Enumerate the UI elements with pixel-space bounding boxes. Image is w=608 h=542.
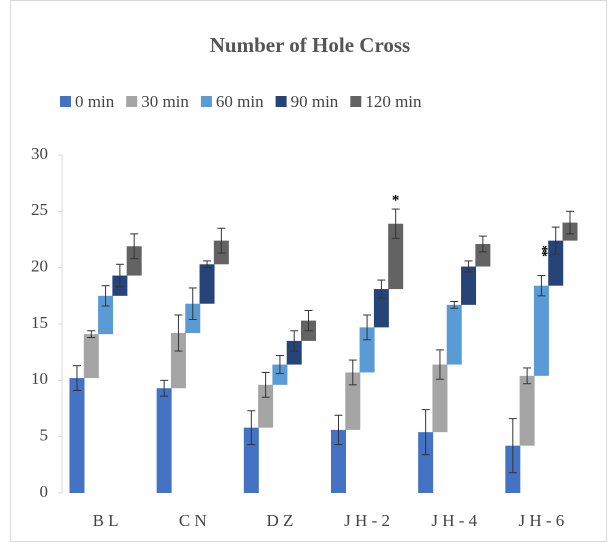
legend-label: 120 min (365, 92, 422, 111)
bar (345, 372, 361, 430)
bar (359, 327, 375, 373)
y-tick-label: 0 (40, 482, 49, 501)
bar (98, 295, 114, 335)
bar (170, 333, 186, 389)
bar (69, 378, 85, 493)
bar (519, 375, 535, 446)
legend-swatch (200, 96, 212, 107)
x-tick-label: D Z (266, 511, 293, 530)
bar (446, 304, 462, 365)
bar (258, 384, 274, 428)
legend-label: 30 min (141, 92, 189, 111)
bar (418, 432, 434, 493)
bar (199, 264, 215, 304)
y-tick-label: 15 (31, 313, 48, 332)
legend-swatch (60, 96, 71, 107)
legend-label: 0 min (75, 92, 115, 111)
bar (388, 223, 404, 290)
x-tick-label: C N (179, 511, 207, 530)
chart-title: Number of Hole Cross (210, 33, 410, 57)
y-tick-label: 20 (31, 257, 48, 276)
x-tick-label: B L (93, 511, 119, 530)
y-tick-label: 30 (31, 144, 48, 163)
bar (126, 246, 142, 276)
bar (243, 427, 259, 493)
legend-swatch (126, 96, 138, 107)
bar (272, 364, 288, 385)
bar (156, 388, 172, 493)
bar (373, 289, 389, 328)
bar (83, 334, 99, 379)
y-tick-label: 10 (31, 369, 48, 388)
annotation: ** (534, 245, 550, 257)
y-tick-label: 25 (31, 200, 48, 219)
x-tick-label: J H - 4 (431, 511, 477, 530)
x-tick-label: J H - 2 (344, 511, 390, 530)
bar (286, 340, 302, 365)
x-tick-label: J H - 6 (519, 511, 565, 530)
legend-swatch (350, 96, 362, 107)
bar (432, 364, 448, 433)
bar (461, 266, 477, 305)
legend-swatch (275, 96, 287, 107)
legend-label: 90 min (291, 92, 339, 111)
annotation: * (392, 193, 400, 209)
y-tick-label: 5 (40, 426, 49, 445)
legend-label: 60 min (216, 92, 264, 111)
bar (533, 285, 549, 376)
bar (548, 240, 564, 286)
bar (330, 429, 346, 493)
bar (475, 244, 491, 267)
